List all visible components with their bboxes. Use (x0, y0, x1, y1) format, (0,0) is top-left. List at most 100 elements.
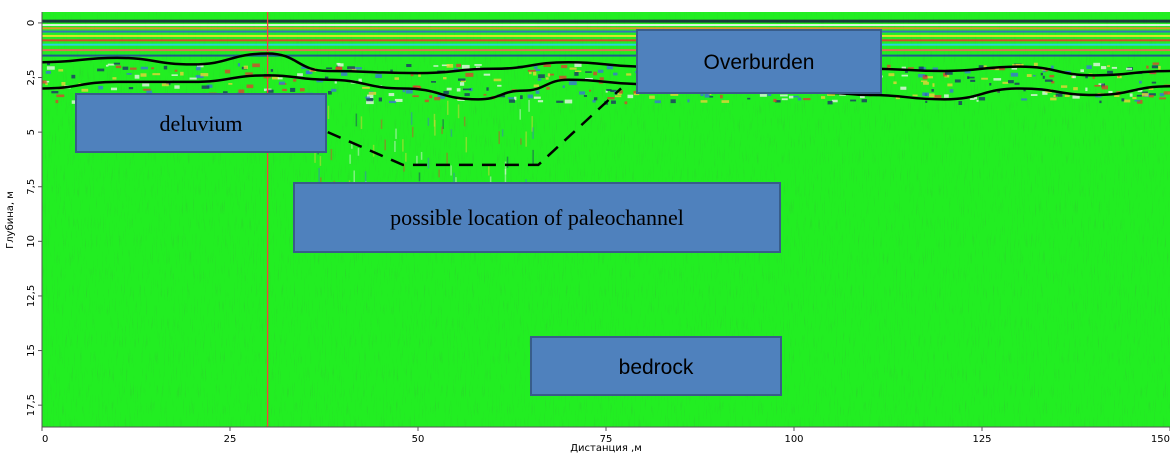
reflection-speckle (314, 147, 316, 163)
reflection-speckle (895, 96, 900, 100)
reflection-speckle (618, 90, 623, 94)
reflection-speckle (954, 79, 961, 83)
reflection-speckle (224, 69, 231, 74)
reflection-speckle (1015, 63, 1024, 66)
paleochannel-outline (327, 87, 622, 167)
reflection-speckle (1149, 71, 1157, 75)
reflection-speckle (395, 128, 397, 139)
reflection-speckle (272, 76, 279, 80)
reflection-speckle (1021, 98, 1028, 101)
reflection-speckle (394, 140, 396, 152)
reflection-speckle (327, 91, 332, 95)
reflection-speckle (152, 73, 161, 76)
reflection-speckle (1137, 88, 1143, 92)
reflection-speckle (42, 80, 47, 84)
reflection-speckle (306, 71, 311, 75)
deluvium-annotation: deluvium (75, 93, 327, 153)
reflection-speckle (463, 116, 466, 127)
reflection-speckle (443, 77, 447, 80)
reflection-speckle (548, 73, 555, 76)
reflection-speckle (474, 64, 482, 66)
reflection-speckle (362, 86, 370, 89)
reflection-speckle (538, 74, 545, 79)
reflection-speckle (324, 76, 329, 79)
reflection-speckle (195, 75, 204, 79)
reflection-speckle (1008, 80, 1014, 84)
reflection-speckle (351, 67, 357, 71)
reflection-speckle (366, 98, 374, 102)
reflection-speckle (1094, 84, 1101, 87)
reflection-speckle (1050, 97, 1057, 101)
reflection-speckle (498, 131, 500, 145)
reflection-speckle (531, 116, 533, 132)
bedrock-annotation: bedrock (530, 336, 782, 396)
reflection-speckle (525, 131, 527, 147)
reflection-speckle (375, 74, 382, 78)
reflection-speckle (543, 64, 551, 67)
reflection-speckle (964, 70, 971, 74)
reflection-speckle (412, 95, 419, 98)
x-tick-label: 50 (412, 434, 425, 445)
reflection-speckle (508, 99, 516, 103)
reflection-speckle (802, 98, 811, 101)
reflection-speckle (1134, 99, 1141, 102)
reflection-speckle (633, 93, 640, 96)
reflection-speckle (488, 166, 490, 176)
reflection-speckle (614, 95, 622, 98)
reflection-speckle (925, 76, 934, 79)
reflection-speckle (767, 92, 772, 96)
reflection-speckle (200, 73, 209, 77)
reflection-speckle (1033, 62, 1038, 66)
reflection-speckle (574, 63, 582, 67)
reflection-speckle (535, 69, 541, 72)
reflection-speckle (420, 151, 423, 160)
reflection-speckle (326, 67, 333, 69)
reflection-speckle (607, 97, 615, 100)
reflection-speckle (270, 69, 274, 72)
reflection-speckle (1085, 74, 1088, 79)
reflection-speckle (410, 74, 414, 77)
reflection-speckle (547, 73, 551, 77)
reflection-speckle (827, 92, 836, 96)
reflection-speckle (447, 100, 449, 115)
reflection-speckle (918, 74, 925, 78)
reflection-speckle (1152, 62, 1160, 65)
reflection-speckle (592, 99, 596, 103)
reflection-speckle (588, 89, 592, 92)
reflection-speckle (429, 95, 433, 99)
x-tick-label: 25 (224, 434, 237, 445)
reflection-speckle (44, 80, 50, 83)
x-axis-ticks: 0 25 50 75 100 125 150 (41, 427, 1170, 445)
reflection-speckle (700, 100, 708, 103)
y-axis-ticks: 0 2,5 5 7,5 10 12,5 15 17,5 (26, 20, 42, 416)
reflection-speckle (759, 94, 767, 97)
overburden-label: Overburden (704, 51, 815, 74)
reflection-speckle (330, 148, 333, 161)
reflection-speckle (81, 88, 89, 92)
reflection-speckle (58, 69, 64, 72)
reflection-speckle (1092, 75, 1095, 79)
reflection-speckle (1123, 99, 1131, 103)
reflection-speckle (434, 97, 441, 101)
reflection-speckle (365, 96, 370, 99)
reflection-speckle (456, 88, 461, 92)
reflection-speckle (418, 172, 421, 182)
reflection-speckle (351, 141, 353, 149)
reflection-speckle (174, 85, 180, 89)
reflection-speckle (319, 156, 322, 166)
x-tick-label: 125 (972, 434, 991, 445)
reflection-speckle (1136, 99, 1143, 104)
reflection-speckle (390, 69, 393, 73)
reflection-speckle (246, 84, 254, 89)
reflection-speckle (504, 168, 507, 184)
reflection-speckle (112, 77, 117, 80)
reflection-speckle (593, 71, 598, 76)
reflection-speckle (1049, 74, 1055, 78)
annotation-boxes: deluvium Overburden possible location of… (75, 29, 882, 396)
reflection-speckle (97, 68, 105, 72)
reflection-speckle (380, 119, 383, 129)
reflection-speckle (1095, 95, 1102, 98)
reflection-speckle (299, 88, 305, 92)
reflection-speckle (318, 167, 320, 184)
reflection-speckle (143, 88, 151, 91)
